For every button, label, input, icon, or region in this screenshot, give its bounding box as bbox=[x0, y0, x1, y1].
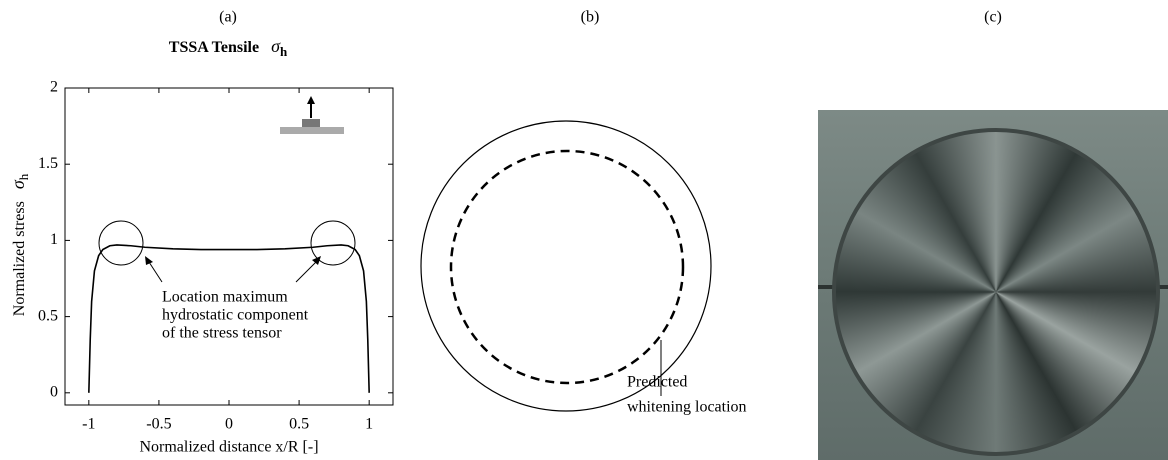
panel-label: (c) bbox=[984, 9, 1002, 26]
y-label-text: Normalized stress bbox=[11, 201, 28, 316]
annotation-line: of the stress tensor bbox=[162, 325, 282, 342]
arrowhead bbox=[312, 256, 321, 265]
annotation-line: hydrostatic component bbox=[162, 307, 309, 324]
panel-label: (a) bbox=[219, 9, 237, 26]
icon-plate bbox=[280, 127, 344, 134]
photo bbox=[818, 110, 1168, 460]
chart-title: TSSA Tensile σh bbox=[169, 36, 288, 59]
arrow bbox=[295, 261, 317, 283]
arrow bbox=[148, 261, 163, 283]
panel-label: (b) bbox=[581, 9, 600, 26]
x-axis-label: Normalized distance x/R [-] bbox=[139, 439, 318, 456]
x-tick-label: 1 bbox=[365, 416, 373, 433]
highlight-circle bbox=[98, 220, 144, 266]
x-tick-label: -1 bbox=[82, 416, 95, 433]
arrowhead bbox=[145, 256, 153, 265]
x-tick-label: 0 bbox=[225, 416, 233, 433]
y-label-symbol: σ bbox=[8, 179, 28, 189]
annotation-line: Location maximum bbox=[162, 289, 288, 306]
x-tick-label: 0.5 bbox=[289, 416, 309, 433]
diagram-annotation: Predicted bbox=[627, 374, 687, 391]
y-tick-label: 0.5 bbox=[38, 307, 58, 324]
title-text: TSSA Tensile bbox=[169, 39, 259, 56]
specimen-disk bbox=[832, 128, 1160, 456]
icon-arrowhead bbox=[307, 96, 315, 104]
whitening-ring bbox=[449, 149, 685, 385]
axes-frame bbox=[64, 87, 394, 406]
y-tick-label: 2 bbox=[50, 79, 58, 96]
y-label-subscript: h bbox=[16, 173, 31, 180]
y-axis-label: Normalized stress σh bbox=[8, 173, 31, 316]
y-tick-label: 1 bbox=[50, 231, 58, 248]
highlight-circle bbox=[310, 220, 356, 266]
stress-curve bbox=[88, 244, 370, 393]
y-tick-label: 0 bbox=[50, 383, 58, 400]
title-subscript: h bbox=[280, 44, 288, 59]
y-tick-label: 1.5 bbox=[38, 155, 58, 172]
diagram-annotation: whitening location bbox=[627, 399, 747, 416]
icon-block bbox=[302, 119, 320, 127]
title-symbol: σ bbox=[271, 36, 281, 56]
specimen-outline bbox=[420, 120, 712, 412]
x-tick-label: -0.5 bbox=[146, 416, 171, 433]
